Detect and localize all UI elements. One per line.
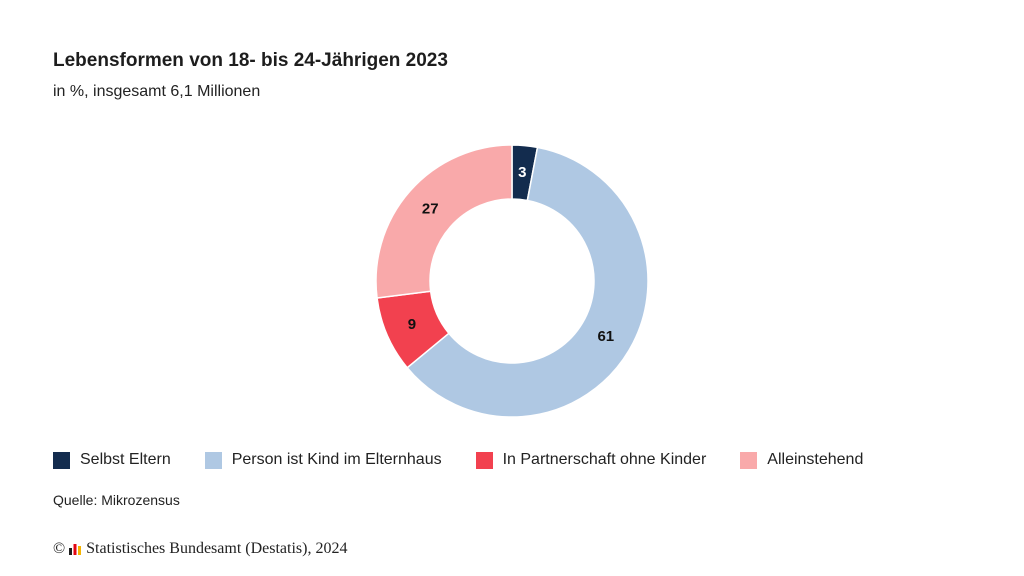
data-label-1: 3 [518,164,526,181]
legend-label: Selbst Eltern [80,451,171,468]
legend-item-1: Selbst Eltern [53,451,171,469]
legend-swatch [204,451,222,469]
legend-item-4: Alleinstehend [740,451,863,469]
data-label-3: 9 [408,316,416,333]
legend-item-2: Person ist Kind im Elternhaus [204,451,442,469]
donut-chart: 3 61 9 27 [375,144,649,418]
copyright-symbol: © [53,540,66,557]
legend-label: In Partnerschaft ohne Kinder [502,451,707,468]
donut-slices [375,144,649,418]
legend-swatch [475,451,493,469]
data-label-2: 61 [597,328,614,345]
copyright-footer: © Statistisches Bundesamt (Destatis), 20… [53,540,347,558]
source-note: Quelle: Mikrozensus [53,492,180,508]
legend-label: Person ist Kind im Elternhaus [231,451,442,468]
legend-item-3: In Partnerschaft ohne Kinder [475,451,707,469]
legend-swatch [740,451,758,469]
destatis-logo-icon [69,544,82,555]
chart-title: Lebensformen von 18- bis 24-Jährigen 202… [53,50,448,71]
data-label-4: 27 [422,200,439,217]
legend-swatch [53,451,70,469]
chart-legend: Selbst Eltern Person ist Kind im Elternha… [53,451,897,469]
donut-slice-2 [406,146,649,418]
donut-slice-4 [375,144,513,299]
chart-subtitle: in %, insgesamt 6,1 Millionen [53,83,261,100]
donut-labels: 3 61 9 27 [408,164,614,345]
copyright-text: Statistisches Bundesamt (Destatis), 2024 [86,540,348,557]
legend-label: Alleinstehend [767,451,864,468]
